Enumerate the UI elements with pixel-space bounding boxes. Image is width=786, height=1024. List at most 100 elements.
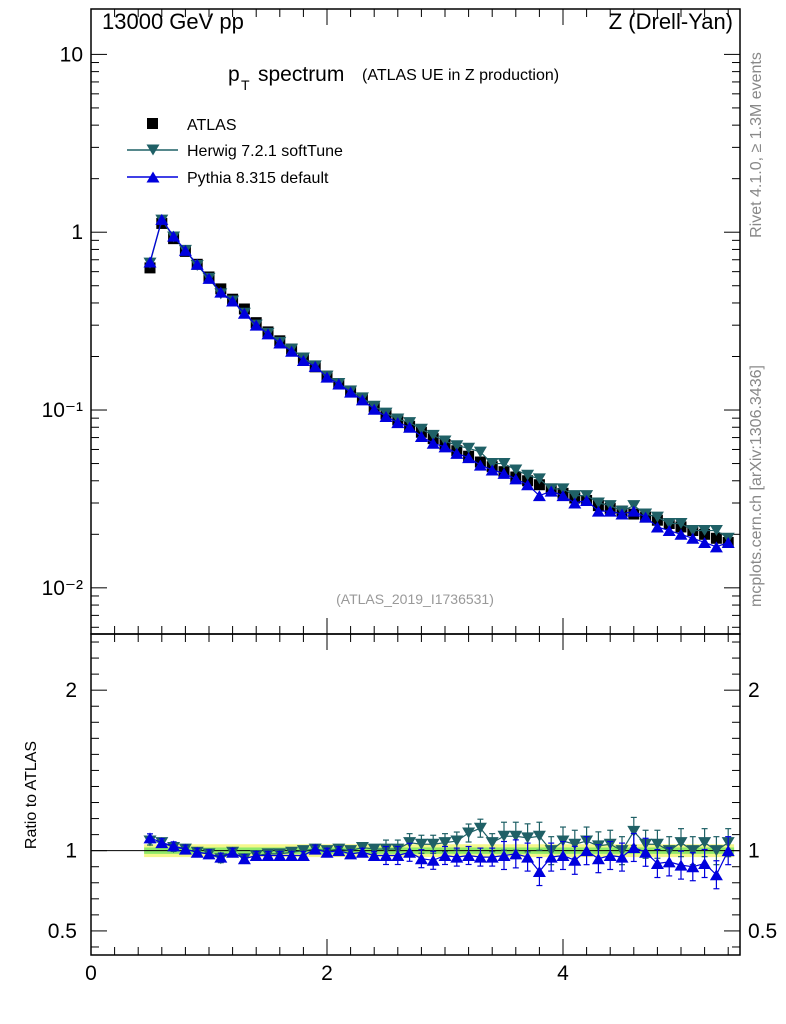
ratio-axis-ticks [90,634,740,955]
data-point-herwig [521,469,535,481]
data-point-pythia [450,447,464,459]
data-point-pythia [662,856,676,868]
title-note: (ATLAS UE in Z production) [362,67,559,84]
data-point-pythia [167,230,181,242]
data-point-pythia [650,521,664,533]
ratio-frame [90,633,741,956]
data-point-pythia [178,244,192,256]
data-point-pythia [591,505,605,517]
data-point-herwig [568,490,582,502]
y-tick-label: 10⁻² [42,577,83,600]
legend-marker-atlas [147,118,158,129]
data-point-pythia [591,853,605,865]
x-tick-label: 4 [557,962,569,985]
data-point-herwig [485,458,499,470]
data-point-pythia [367,403,381,415]
data-point-herwig [497,830,511,842]
data-point-pythia [639,511,653,523]
data-point-pythia [344,848,358,860]
data-point-pythia [367,849,381,861]
data-point-pythia [379,410,393,422]
data-point-pythia [603,505,617,517]
data-point-pythia [473,851,487,863]
data-point-pythia [261,849,275,861]
data-point-herwig [462,442,476,454]
data-point-pythia [320,371,334,383]
mcplots-source-label: mcplots.cern.ch [arXiv:1306.3436] [748,365,765,607]
data-point-pythia [285,345,299,357]
data-point-pythia [509,848,523,860]
data-point-pythia [143,832,157,844]
data-point-herwig [709,845,723,857]
data-point-pythia [521,479,535,491]
data-point-herwig [462,827,476,839]
data-point-pythia [462,849,476,861]
data-point-atlas [710,532,722,544]
x-tick-labels: 0 2 4 [85,962,569,985]
ratio-y-tick-labels: 0.5 0.5 1 1 2 2 [48,679,777,943]
data-point-pythia [497,467,511,479]
data-point-pythia [355,394,369,406]
data-point-pythia [698,858,712,870]
data-point-pythia [261,328,275,340]
data-point-pythia [285,849,299,861]
data-point-pythia [721,845,735,857]
data-point-herwig [650,838,664,850]
data-point-pythia [556,490,570,502]
main-data-series [143,213,735,553]
data-point-pythia [662,525,676,537]
data-point-pythia [190,846,204,858]
legend-marker-pythia [146,171,160,183]
energy-label: 13000 GeV pp [102,9,244,34]
data-point-pythia [650,858,664,870]
data-point-herwig [662,518,676,530]
data-point-herwig [414,838,428,850]
process-label: Z (Drell-Yan) [609,9,733,34]
data-point-herwig [686,845,700,857]
ratio-data-series [143,816,735,890]
data-point-herwig [698,525,712,537]
legend-label-atlas: ATLAS [187,117,237,134]
data-point-herwig [414,423,428,435]
data-point-herwig [450,835,464,847]
x-tick-label: 2 [321,962,333,985]
data-point-herwig [485,837,499,849]
data-point-pythia [155,213,169,225]
data-point-herwig [709,525,723,537]
data-point-herwig [603,500,617,512]
data-point-herwig [497,458,511,470]
series-line-triangle-up [149,218,729,548]
analysis-label: (ATLAS_2019_I1736531) [336,591,494,607]
data-point-pythia [249,849,263,861]
data-point-pythia [568,497,582,509]
data-point-herwig [509,464,523,476]
data-point-pythia [296,849,310,861]
ratio-y-tick-label-left: 1 [65,840,77,863]
data-point-pythia [226,846,240,858]
data-point-pythia [497,849,511,861]
data-point-pythia [709,541,723,553]
y-tick-label: 10 [60,43,83,66]
data-point-pythia [155,837,169,849]
data-point-pythia [214,286,228,298]
ratio-y-axis-label: Ratio to ATLAS [23,741,40,849]
x-tick-label: 0 [85,962,97,985]
main-frame [90,8,741,635]
data-point-herwig [532,830,546,842]
ratio-panel: 0.5 0.5 1 1 2 2 Ratio to ATLAS 0 2 4 [23,633,777,985]
data-point-pythia [178,843,192,855]
data-point-herwig [450,440,464,452]
data-point-pythia [509,473,523,485]
data-point-pythia [674,528,688,540]
data-point-pythia [414,430,428,442]
data-point-pythia [674,859,688,871]
data-point-herwig [627,500,641,512]
data-point-pythia [615,508,629,520]
data-point-pythia [202,848,216,860]
data-point-pythia [237,853,251,865]
rivet-version-label: Rivet 4.1.0, ≥ 1.3M events [748,52,765,238]
data-point-pythia [403,846,417,858]
data-point-herwig [627,825,641,837]
data-point-pythia [391,417,405,429]
data-point-pythia [190,258,204,270]
